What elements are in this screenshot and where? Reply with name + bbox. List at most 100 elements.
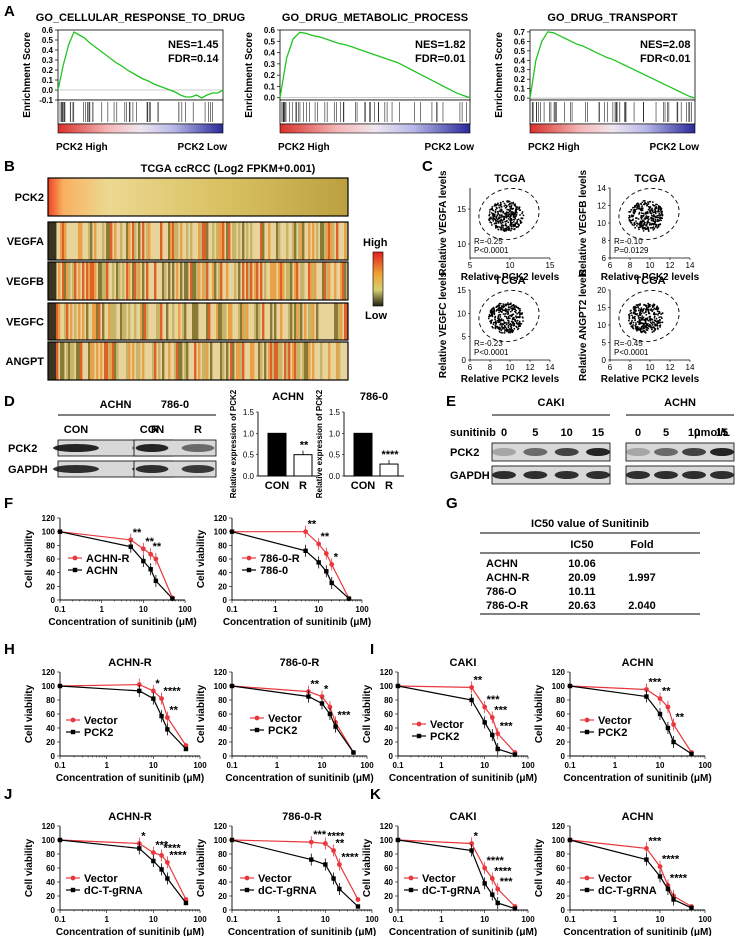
scatter-point <box>651 322 653 325</box>
viability-ytick-label: 40 <box>218 878 227 887</box>
heatmap-cell <box>50 303 53 340</box>
heatmap-cell <box>78 342 81 380</box>
scatter-point <box>500 331 502 334</box>
viability-series-line <box>231 685 355 753</box>
scatter-point <box>506 200 509 203</box>
heatmap-cell <box>116 262 119 300</box>
viability-point <box>148 567 153 572</box>
panel-label-d: D <box>4 393 15 410</box>
heatmap-cell <box>320 222 323 260</box>
scatter-point <box>639 321 642 324</box>
heatmap-cell <box>56 303 59 340</box>
scatter-point <box>509 217 512 220</box>
heatmap-row-vegfb: VEGFB <box>6 261 349 301</box>
heatmap-cell <box>286 222 289 260</box>
scatter-point <box>649 309 652 311</box>
scatter-point <box>632 214 635 217</box>
viability-ylabel: Cell viability <box>196 838 207 897</box>
heatmap-cell <box>274 303 277 340</box>
scatter-point <box>506 205 508 208</box>
viability-significance: **** <box>487 855 505 867</box>
heatmap-cell <box>336 342 339 380</box>
scatter-point <box>503 326 505 329</box>
scatter-point <box>495 217 498 220</box>
gsea-hits-frame <box>57 99 224 125</box>
heatmap-cell <box>216 303 219 340</box>
scatter-point <box>637 309 640 312</box>
bar-ytick-label: 1.5 <box>243 408 255 417</box>
scatter-point <box>505 225 508 227</box>
heatmap-cell <box>290 262 293 300</box>
heatmap-cell <box>180 342 183 380</box>
scatter-point <box>514 318 516 321</box>
viability-xlabel: Concentration of sunitinib (μM) <box>223 617 371 628</box>
scatter-point <box>656 327 659 330</box>
heatmap-cell <box>134 222 137 260</box>
heatmap-cell <box>294 222 297 260</box>
viability-point <box>395 837 401 843</box>
scatter-point <box>490 216 492 219</box>
scatter-point <box>649 321 652 324</box>
scatter-point <box>656 216 659 219</box>
scatter-point <box>645 215 648 217</box>
heatmap-cell <box>186 222 189 260</box>
scatter-point <box>649 318 651 320</box>
heatmap-cell <box>264 342 267 380</box>
viability-legend-marker <box>70 875 76 881</box>
scatter-point <box>640 331 643 333</box>
scatter-point <box>628 316 631 319</box>
scatter-plot-4: TCGA 6 8 10 12 14 0 5 10 15 20 R=-0.45P<0.0001 Relat… <box>578 269 700 385</box>
scatter-point <box>514 308 516 310</box>
scatter-point <box>510 305 513 308</box>
heatmap-row-label: VEGFC <box>6 317 44 329</box>
heatmap-cell <box>194 342 197 380</box>
viability-xlabel: Concentration of sunitinib (μM) <box>56 927 204 936</box>
viability-xtick-label: 0.1 <box>392 761 404 770</box>
scatter-point <box>650 326 653 329</box>
scatter-point <box>632 321 635 324</box>
viability-point <box>57 837 63 843</box>
viability-point <box>165 727 170 732</box>
scatter-point <box>494 204 497 206</box>
heatmap-cell <box>48 342 51 380</box>
scatter-point <box>628 210 630 213</box>
heatmap-cell <box>112 342 115 380</box>
gsea-ytick-label: 0.2 <box>264 71 276 80</box>
viability-point <box>316 560 321 565</box>
scatter-point <box>633 210 636 213</box>
viability-series-line <box>569 685 692 755</box>
viability-point <box>469 841 475 846</box>
scatter-point <box>638 206 641 208</box>
heatmap-cell <box>248 262 251 300</box>
viability-significance: *** <box>494 705 508 717</box>
scatter-point <box>518 320 521 323</box>
viability-point <box>671 739 676 745</box>
viability-significance: *** <box>487 694 501 706</box>
heatmap-cell <box>344 222 347 260</box>
bar-significance: **** <box>381 449 399 461</box>
scatter-point <box>646 227 649 230</box>
gsea-nes: NES=2.08 <box>640 39 690 51</box>
heatmap-cell <box>82 303 85 340</box>
viability-xtick-label: 100 <box>365 915 379 924</box>
bar-ytick-label: 0.0 <box>329 472 341 481</box>
viability-legend-label: dC-T-gRNA <box>598 885 657 897</box>
viability-xlabel: Concentration of sunitinib (μM) <box>389 773 537 784</box>
viability-significance: ** <box>321 531 330 543</box>
viability-significance: ** <box>676 712 685 724</box>
bar-title: ACHN <box>272 391 304 403</box>
blot-cell-label: ACHN <box>664 397 696 409</box>
viability-significance: * <box>474 831 479 843</box>
heatmap-cell <box>48 262 51 300</box>
viability-point <box>495 886 501 892</box>
scatter-point <box>639 312 641 314</box>
scatter-point <box>649 223 652 226</box>
bar-category: CON <box>351 480 376 492</box>
viability-legend-label: PCK2 <box>268 725 297 737</box>
heatmap-cell <box>162 342 165 380</box>
scatter-point <box>636 313 638 315</box>
viability-significance: **** <box>494 866 512 878</box>
scatter-point <box>658 310 661 313</box>
scatter-point <box>653 329 656 332</box>
viability-xtick-label: 100 <box>193 761 207 770</box>
